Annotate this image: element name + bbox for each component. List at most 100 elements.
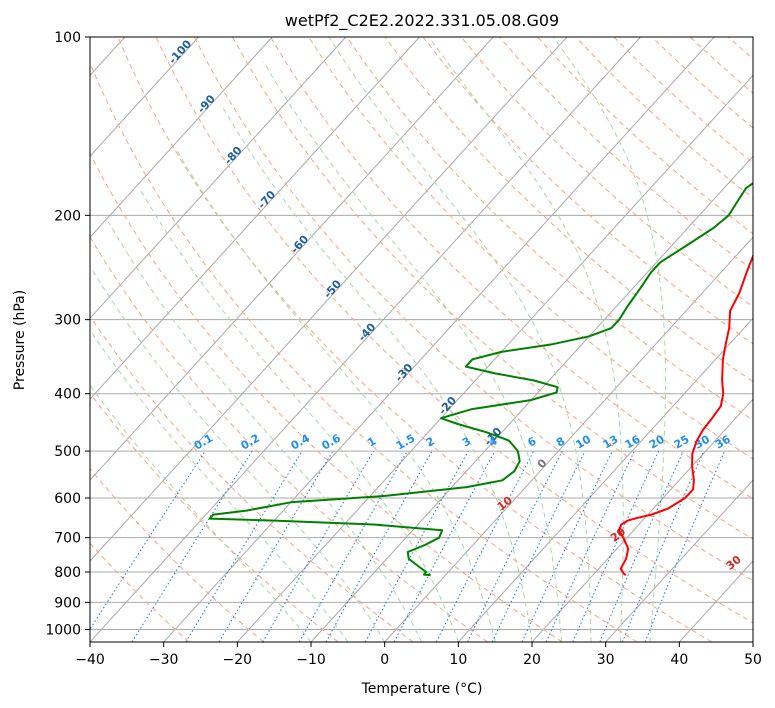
plot-area: -100-90-80-70-60-50-40-30-20-1000.1 0.2 0.…: [90, 37, 775, 642]
dry-adiabat-label: 10: [495, 494, 515, 514]
moist-adiabat-line: [428, 37, 624, 642]
isotherm-line: [90, 37, 568, 562]
isotherm-label: -90: [195, 92, 218, 116]
y-tick-label: 900: [54, 595, 81, 611]
dewpoint-profile: [208, 182, 753, 577]
x-tick-label: 20: [523, 652, 541, 668]
isotherm-line: [163, 37, 715, 642]
mixing-ratio-label: 3: [460, 435, 473, 450]
dry-adiabat-label: 30: [724, 553, 744, 573]
moist-adiabat-line: [139, 187, 459, 642]
mixing-ratio-line: [599, 450, 684, 642]
x-tick-label: 10: [449, 652, 467, 668]
dry-adiabat-line: [90, 152, 563, 642]
dry-adiabat-line: [346, 37, 753, 421]
dry-adiabat-line: [90, 392, 339, 642]
isotherm-label: -80: [222, 144, 245, 168]
dry-adiabat-line: [231, 37, 753, 540]
mixing-ratio-label: 0.2: [239, 432, 262, 453]
y-axis: 100 200 300 400 500 600 700 800 900 1000: [45, 30, 90, 638]
dry-adiabat-line: [651, 37, 753, 129]
x-axis: −40 −30 −20 −10 0 10 20 30 40 50: [75, 642, 762, 668]
isotherm-label: -30: [393, 361, 416, 385]
mixing-ratio-line: [491, 450, 586, 642]
isotherm-line: [310, 155, 753, 642]
x-tick-label: 0: [380, 652, 389, 668]
moist-adiabat-line: [90, 265, 386, 642]
mixing-ratio-line: [131, 450, 253, 642]
x-tick-label: −30: [149, 652, 179, 668]
dry-adiabat-line: [767, 37, 775, 642]
isobars: [90, 37, 753, 630]
x-tick-label: −40: [75, 652, 105, 668]
dry-adiabat-line: [90, 542, 190, 642]
dry-adiabat-line: [689, 37, 753, 94]
mixing-ratio-label: 2: [424, 435, 437, 450]
isotherm-line: [90, 37, 641, 642]
mixing-ratio-line: [644, 450, 726, 642]
mixing-ratio-label: 13: [601, 433, 621, 452]
dry-adiabat-line: [193, 37, 753, 582]
y-tick-label: 300: [54, 313, 81, 329]
profiles: [208, 182, 753, 577]
isotherm-line: [90, 37, 347, 319]
isotherm-line: [90, 37, 273, 238]
y-tick-label: 800: [54, 565, 81, 581]
mixing-ratio-label: 10: [573, 432, 593, 451]
y-tick-label: 700: [54, 531, 81, 547]
mixing-ratio-label: 0.4: [289, 431, 313, 452]
dry-adiabat-line: [90, 61, 638, 642]
mixing-ratio-line: [467, 450, 563, 642]
mixing-ratio-line: [572, 450, 660, 642]
mixing-ratio-label: 25: [672, 433, 692, 452]
moist-adiabat-line: [220, 104, 533, 642]
dry-adiabat-line: [270, 37, 753, 500]
mixing-ratio-line: [364, 450, 469, 642]
mixing-ratio-line: [90, 450, 206, 631]
isotherm-label: -60: [288, 232, 311, 256]
y-tick-label: 100: [54, 30, 81, 46]
moist-adiabat-line: [328, 37, 592, 642]
dry-adiabat-line: [90, 467, 264, 642]
dry-adiabat-line: [155, 37, 753, 624]
x-tick-label: 30: [597, 652, 615, 668]
mixing-ratio-label: 1.5: [394, 432, 417, 453]
mixing-ratio-line: [185, 450, 303, 642]
isotherm-line: [90, 37, 420, 400]
mixing-ratio-line: [298, 450, 408, 642]
moist-adiabats: [90, 37, 666, 642]
mixing-ratio-label: 8: [554, 435, 567, 450]
isotherm-line: [90, 37, 494, 481]
x-tick-label: −20: [223, 652, 253, 668]
x-axis-label: Temperature (°C): [361, 681, 483, 697]
mixing-ratio-line: [393, 450, 496, 642]
dry-adiabat-line: [422, 37, 753, 345]
dry-adiabat-line: [90, 235, 488, 642]
moist-adiabat-line: [107, 221, 422, 642]
dry-adiabat-line: [728, 37, 753, 60]
y-tick-label: 400: [54, 387, 81, 403]
y-tick-label: 200: [54, 208, 81, 224]
isotherm-line: [605, 479, 753, 642]
temperature-profile: [618, 253, 753, 577]
moist-adiabat-line: [552, 37, 666, 642]
reference-labels: -100-90-80-70-60-50-40-30-20-1000.1 0.2 0.…: [166, 37, 744, 573]
x-tick-label: 50: [744, 652, 762, 668]
x-tick-label: 40: [670, 652, 688, 668]
mixing-ratio-label: 6: [525, 434, 538, 449]
isotherm-label: -100: [166, 37, 194, 66]
moist-adiabat-line: [90, 384, 312, 642]
isotherm-label: 0: [535, 456, 550, 471]
isotherm-line: [236, 74, 753, 642]
mixing-ratio-label: 16: [623, 432, 643, 451]
isotherm-line: [384, 236, 753, 642]
mixing-ratio-line: [262, 450, 374, 642]
isotherm-line: [531, 398, 753, 642]
dry-adiabat-line: [575, 37, 753, 199]
isotherm-line: [752, 641, 753, 642]
isotherm-line: [457, 317, 753, 642]
moist-adiabat-line: [176, 149, 496, 642]
isotherm-label: -50: [321, 277, 344, 301]
moist-adiabat-line: [263, 61, 562, 642]
